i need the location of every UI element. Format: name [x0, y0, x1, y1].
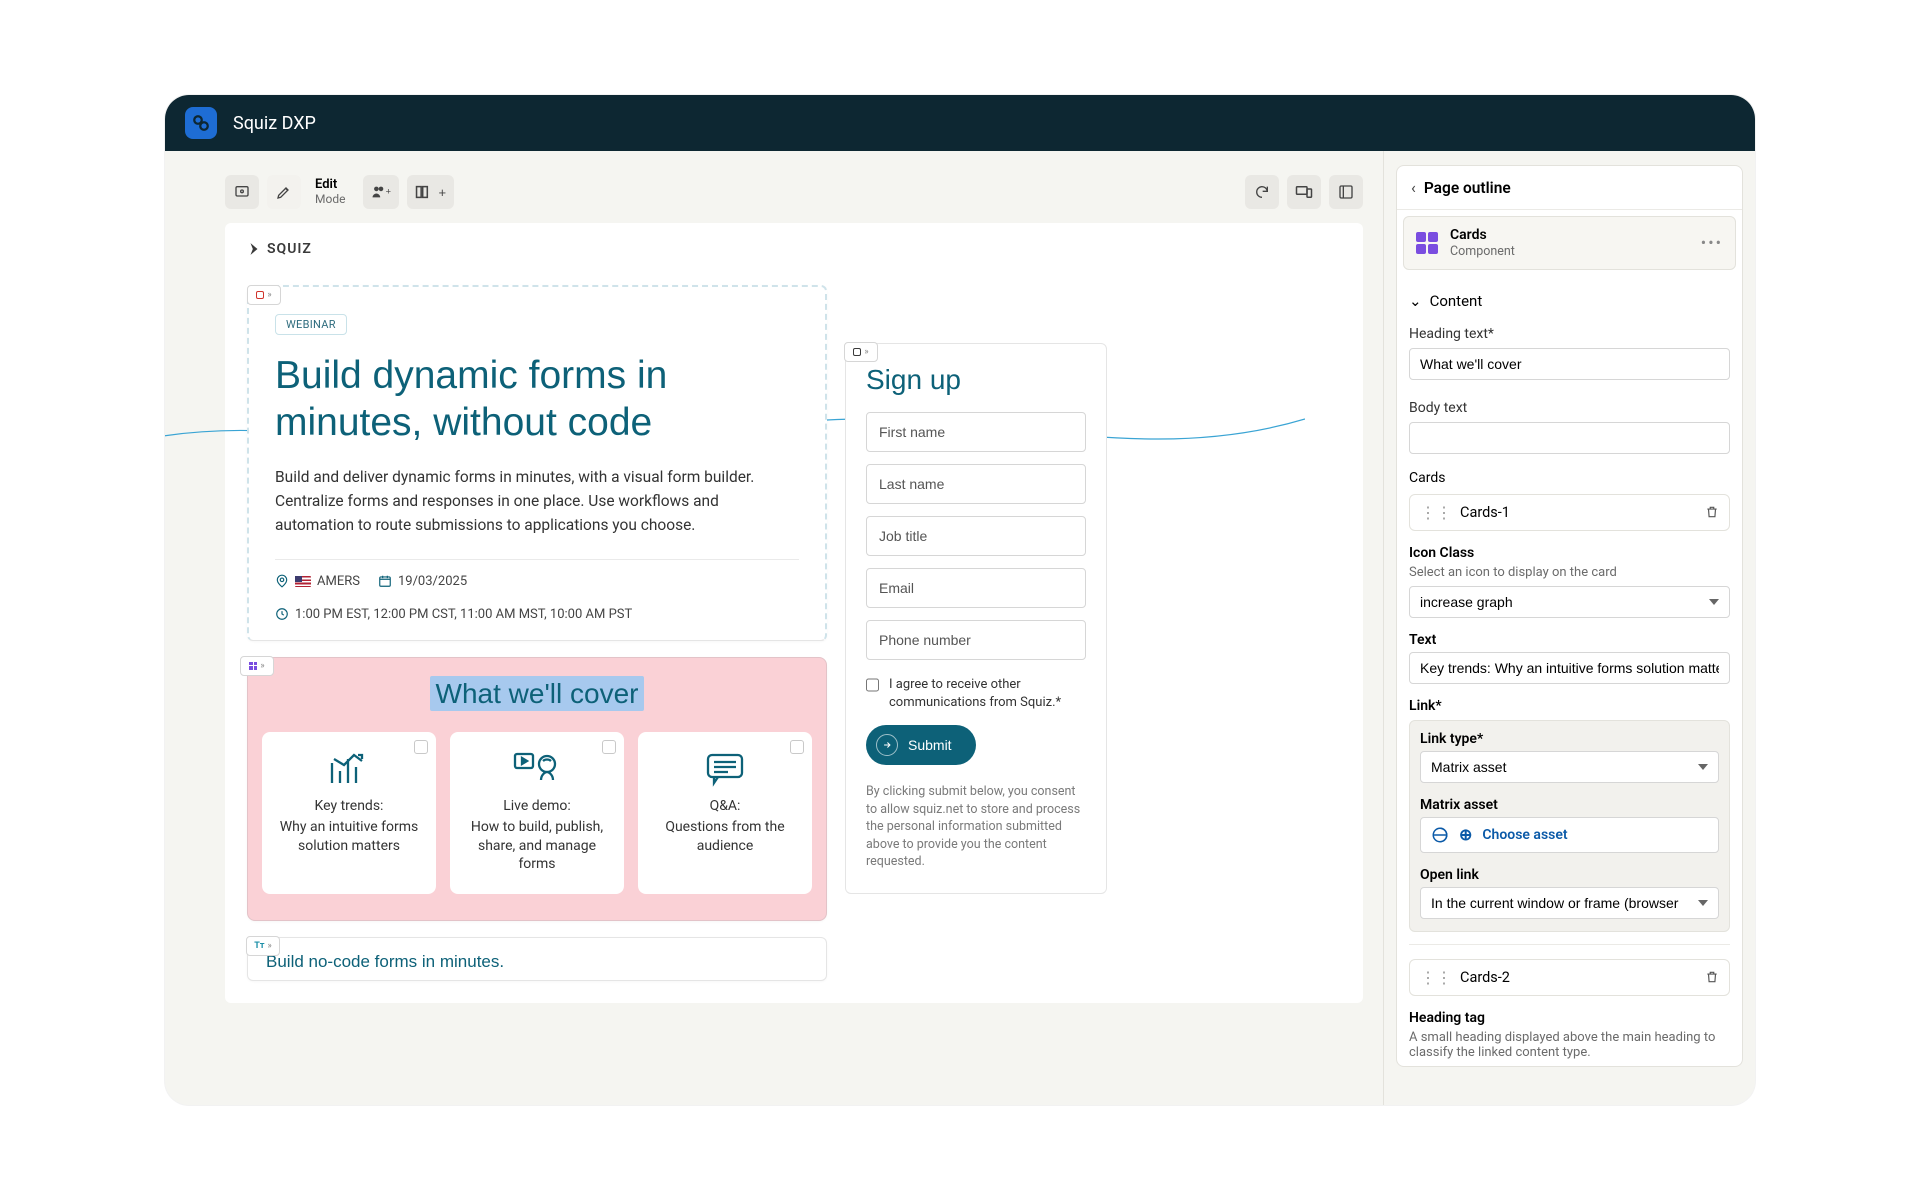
text-block-title: Build no-code forms in minutes.: [266, 952, 808, 972]
hero-block[interactable]: » WEBINAR Build dynamic forms in minutes…: [247, 285, 827, 641]
hero-body: Build and deliver dynamic forms in minut…: [275, 465, 799, 537]
icon-class-label: Icon Class: [1409, 545, 1730, 561]
add-users-button[interactable]: +: [363, 175, 399, 209]
last-name-input[interactable]: [866, 464, 1086, 504]
webinar-tag: WEBINAR: [275, 314, 347, 335]
cover-card[interactable]: Key trends: Why an intuitive forms solut…: [262, 732, 436, 895]
cards-2-header[interactable]: ⋮⋮ Cards-2: [1409, 959, 1730, 996]
email-input[interactable]: [866, 568, 1086, 608]
toolbar: Edit Mode + +: [225, 175, 1363, 209]
event-meta: AMERS 19/03/2025 1:00 PM EST, 12:00 PM C…: [275, 559, 799, 622]
drag-handle-icon[interactable]: ⋮⋮: [1420, 503, 1452, 522]
mode-label: Edit Mode: [315, 178, 345, 205]
add-panel-button[interactable]: +: [407, 175, 454, 209]
preview-mode-button[interactable]: [225, 175, 259, 209]
app-logo-icon: [185, 107, 217, 139]
hero-title: Build dynamic forms in minutes, without …: [275, 353, 799, 447]
refresh-button[interactable]: [1245, 175, 1279, 209]
cover-card[interactable]: Q&A: Questions from the audience: [638, 732, 812, 895]
fullscreen-button[interactable]: [1329, 175, 1363, 209]
phone-input[interactable]: [866, 620, 1086, 660]
submit-button[interactable]: Submit: [866, 725, 976, 765]
qa-icon: [650, 750, 800, 788]
devices-button[interactable]: [1287, 175, 1321, 209]
block-handle-icon[interactable]: Tт»: [246, 936, 280, 956]
job-title-input[interactable]: [866, 516, 1086, 556]
heading-text-label: Heading text: [1409, 326, 1730, 342]
page-outline-header[interactable]: ‹ Page outline: [1397, 166, 1742, 210]
text-block[interactable]: Tт» Build no-code forms in minutes.: [247, 937, 827, 981]
brand-logo: SQUIZ: [247, 241, 1341, 257]
cards-group-label: Cards: [1409, 470, 1730, 486]
cover-title: What we'll cover: [262, 678, 812, 710]
link-type-select[interactable]: Matrix asset: [1420, 751, 1719, 783]
drag-handle-icon[interactable]: ⋮⋮: [1420, 968, 1452, 987]
edit-mode-button[interactable]: [267, 175, 301, 209]
asset-icon: [1431, 826, 1449, 844]
block-handle-icon[interactable]: »: [240, 656, 274, 676]
block-handle-icon[interactable]: »: [247, 285, 281, 305]
app-frame: Squiz DXP Edit Mode + +: [165, 95, 1755, 1105]
choose-asset-button[interactable]: ⊕ Choose asset: [1420, 817, 1719, 853]
cards-1-header[interactable]: ⋮⋮ Cards-1: [1409, 494, 1730, 531]
block-handle-icon[interactable]: »: [844, 342, 878, 362]
card-text-input[interactable]: [1409, 652, 1730, 684]
canvas: SQUIZ » WEBINAR Build dynamic forms in m…: [225, 223, 1363, 1003]
heading-text-input[interactable]: [1409, 348, 1730, 380]
link-label: Link: [1409, 698, 1730, 714]
text-label: Text: [1409, 632, 1730, 648]
cover-block[interactable]: » What we'll cover Key trends: Why an in…: [247, 657, 827, 922]
open-link-select[interactable]: In the current window or frame (browser: [1420, 887, 1719, 919]
icon-class-select[interactable]: increase graph: [1409, 586, 1730, 618]
component-row[interactable]: Cards Component •••: [1403, 216, 1736, 270]
plus-icon: ⊕: [1459, 825, 1472, 844]
delete-icon[interactable]: [1705, 505, 1719, 519]
content-section-toggle[interactable]: ⌄ Content: [1409, 284, 1730, 320]
demo-icon: [462, 750, 612, 788]
flag-icon: [295, 576, 311, 587]
chevron-down-icon: ⌄: [1409, 292, 1422, 310]
back-chevron-icon[interactable]: ‹: [1411, 178, 1416, 197]
body-text-label: Body text: [1409, 400, 1730, 416]
cover-card[interactable]: Live demo: How to build, publish, share,…: [450, 732, 624, 895]
card-settings-icon[interactable]: [790, 740, 804, 754]
more-icon[interactable]: •••: [1701, 233, 1723, 252]
body-text-input[interactable]: [1409, 422, 1730, 454]
signup-title: Sign up: [866, 364, 1086, 396]
consent-checkbox[interactable]: I agree to receive other communications …: [866, 676, 1086, 711]
card-settings-icon[interactable]: [414, 740, 428, 754]
first-name-input[interactable]: [866, 412, 1086, 452]
app-title: Squiz DXP: [233, 113, 316, 134]
inspector-panel: ‹ Page outline Cards Component ••• ⌄ Con…: [1383, 151, 1755, 1105]
component-grid-icon: [1416, 232, 1438, 254]
signup-block[interactable]: » Sign up I agree to receive other commu…: [845, 343, 1107, 894]
link-group: Link type Matrix asset Matrix asset ⊕ Ch…: [1409, 720, 1730, 932]
delete-icon[interactable]: [1705, 970, 1719, 984]
topbar: Squiz DXP: [165, 95, 1755, 151]
svg-text:+: +: [386, 186, 391, 196]
chart-icon: [274, 750, 424, 788]
disclaimer-text: By clicking submit below, you consent to…: [866, 783, 1086, 871]
card-settings-icon[interactable]: [602, 740, 616, 754]
